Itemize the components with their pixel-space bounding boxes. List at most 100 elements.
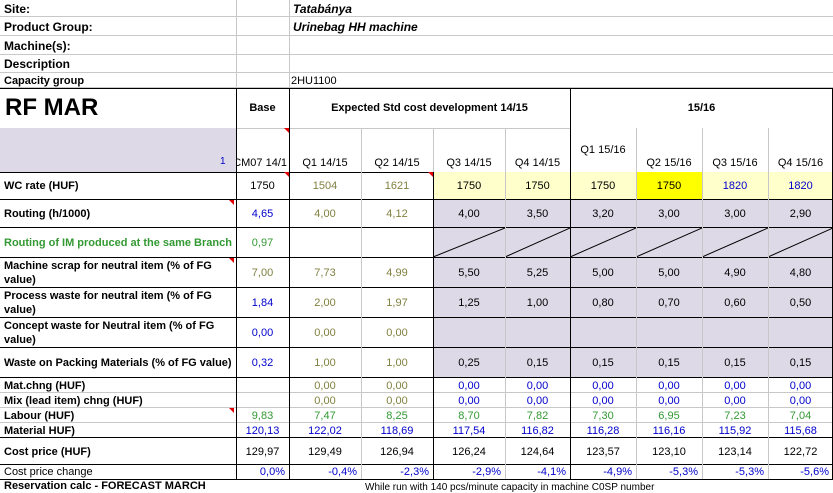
value-cell[interactable]: 4,12 xyxy=(386,208,408,220)
value-cell[interactable]: 129,97 xyxy=(245,445,280,458)
value-cell[interactable]: 1,00 xyxy=(386,357,408,369)
value-cell[interactable]: 0,00 xyxy=(658,394,680,407)
value-cell[interactable] xyxy=(702,318,768,348)
value-cell[interactable]: 117,54 xyxy=(452,424,486,437)
value-cell[interactable] xyxy=(570,318,636,348)
value-cell[interactable]: 0,15 xyxy=(702,348,768,378)
value-cell[interactable]: 0,00 xyxy=(314,327,336,339)
value-cell[interactable] xyxy=(768,318,833,348)
value-cell[interactable]: 0,15 xyxy=(636,348,702,378)
value-cell[interactable] xyxy=(236,378,289,393)
value-cell[interactable]: 4,80 xyxy=(768,258,833,288)
value-cell[interactable]: 0,00 xyxy=(592,379,614,392)
value-cell[interactable]: 123,14 xyxy=(718,445,752,458)
value-cell[interactable]: 6,95 xyxy=(658,409,680,422)
value-cell[interactable]: 3,00 xyxy=(636,200,702,228)
value-cell[interactable]: 1750 xyxy=(570,172,636,200)
value-cell[interactable]: 4,99 xyxy=(386,267,408,279)
machines-value[interactable] xyxy=(289,36,833,55)
value-cell[interactable]: -2,3% xyxy=(400,466,429,478)
value-cell[interactable]: 0,00 xyxy=(386,379,408,392)
value-cell[interactable]: 122,72 xyxy=(783,445,818,458)
value-cell[interactable]: 0,00 xyxy=(386,394,408,407)
value-cell[interactable] xyxy=(289,228,361,258)
value-cell[interactable]: 0,00 xyxy=(789,394,812,407)
value-cell[interactable]: 116,16 xyxy=(652,424,686,437)
value-cell[interactable]: 129,49 xyxy=(308,445,342,458)
value-cell[interactable]: 126,24 xyxy=(452,445,486,458)
value-cell[interactable]: 0,00 xyxy=(314,379,336,392)
value-cell[interactable]: 1504 xyxy=(312,180,338,192)
value-cell[interactable]: 0,00 xyxy=(251,327,274,339)
value-cell[interactable]: 0,97 xyxy=(251,237,274,249)
value-cell[interactable]: 0,00 xyxy=(314,394,336,407)
value-cell[interactable]: 0,70 xyxy=(636,288,702,318)
value-cell[interactable]: 0,00 xyxy=(658,379,680,392)
value-cell[interactable]: 7,23 xyxy=(724,409,746,422)
value-cell[interactable]: 7,00 xyxy=(251,267,274,279)
value-cell[interactable]: 0,50 xyxy=(768,288,833,318)
value-cell[interactable]: 4,00 xyxy=(433,200,505,228)
value-cell[interactable]: 1820 xyxy=(768,172,833,200)
value-cell[interactable]: 118,69 xyxy=(380,424,414,437)
value-cell[interactable]: 2,90 xyxy=(768,200,833,228)
value-cell[interactable]: -5,6% xyxy=(800,466,829,478)
value-cell[interactable]: 4,00 xyxy=(314,208,336,220)
value-cell[interactable]: 0,15 xyxy=(570,348,636,378)
value-cell[interactable]: 0,60 xyxy=(702,288,768,318)
value-cell[interactable]: 0,00 xyxy=(526,394,549,407)
value-cell[interactable]: 8,25 xyxy=(386,409,408,422)
value-cell[interactable]: 1750 xyxy=(636,172,702,200)
value-cell[interactable]: -5,3% xyxy=(669,466,698,478)
value-cell[interactable]: 0,00 xyxy=(592,394,614,407)
value-cell[interactable]: 7,30 xyxy=(592,409,614,422)
value-cell[interactable]: -5,3% xyxy=(735,466,764,478)
value-cell[interactable]: -4,9% xyxy=(603,466,632,478)
value-cell[interactable]: 5,00 xyxy=(570,258,636,288)
value-cell[interactable]: 115,68 xyxy=(784,424,817,437)
value-cell[interactable] xyxy=(361,228,433,258)
value-cell[interactable]: 0,00 xyxy=(386,327,408,339)
value-cell[interactable]: 1750 xyxy=(433,172,505,200)
value-cell[interactable]: 0,00 xyxy=(789,379,812,392)
value-cell[interactable]: 0,00 xyxy=(458,379,480,392)
value-cell[interactable]: 0,32 xyxy=(251,357,274,369)
value-cell[interactable]: 115,92 xyxy=(718,424,752,437)
value-cell[interactable]: 4,65 xyxy=(251,208,274,220)
value-cell[interactable]: 8,70 xyxy=(458,409,480,422)
value-cell[interactable]: 122,02 xyxy=(308,424,342,437)
value-cell[interactable]: 7,82 xyxy=(526,409,549,422)
value-cell[interactable]: 124,64 xyxy=(520,445,555,458)
value-cell[interactable]: -2,9% xyxy=(472,466,501,478)
value-cell[interactable]: 1,84 xyxy=(251,297,274,309)
value-cell[interactable] xyxy=(636,318,702,348)
value-cell[interactable]: 1750 xyxy=(250,180,275,192)
description-value[interactable] xyxy=(289,55,833,73)
value-cell[interactable]: 0,00 xyxy=(458,394,480,407)
value-cell[interactable]: 5,50 xyxy=(433,258,505,288)
value-cell[interactable]: 2,00 xyxy=(314,297,336,309)
value-cell[interactable]: 3,00 xyxy=(702,200,768,228)
value-cell[interactable]: 3,50 xyxy=(505,200,570,228)
site-value[interactable]: Tatabánya xyxy=(293,1,352,16)
value-cell[interactable]: 0,15 xyxy=(768,348,833,378)
value-cell[interactable]: 0,25 xyxy=(433,348,505,378)
value-cell[interactable]: 120,13 xyxy=(245,424,280,437)
value-cell[interactable]: 0,0% xyxy=(259,466,285,478)
value-cell[interactable]: 1750 xyxy=(505,172,570,200)
value-cell[interactable]: 0,00 xyxy=(724,394,746,407)
value-cell[interactable]: 0,15 xyxy=(505,348,570,378)
value-cell[interactable]: 3,20 xyxy=(570,200,636,228)
value-cell[interactable]: -0,4% xyxy=(328,466,357,478)
value-cell[interactable]: 1621 xyxy=(384,180,410,192)
value-cell[interactable]: 116,28 xyxy=(586,424,620,437)
value-cell[interactable]: 7,73 xyxy=(314,267,336,279)
value-cell[interactable] xyxy=(433,318,505,348)
value-cell[interactable]: 5,25 xyxy=(505,258,570,288)
value-cell[interactable]: 1,97 xyxy=(386,297,408,309)
value-cell[interactable]: 7,47 xyxy=(314,409,336,422)
value-cell[interactable]: 0,80 xyxy=(570,288,636,318)
value-cell[interactable]: 0,00 xyxy=(724,379,746,392)
value-cell[interactable]: 123,10 xyxy=(652,445,686,458)
value-cell[interactable] xyxy=(505,318,570,348)
